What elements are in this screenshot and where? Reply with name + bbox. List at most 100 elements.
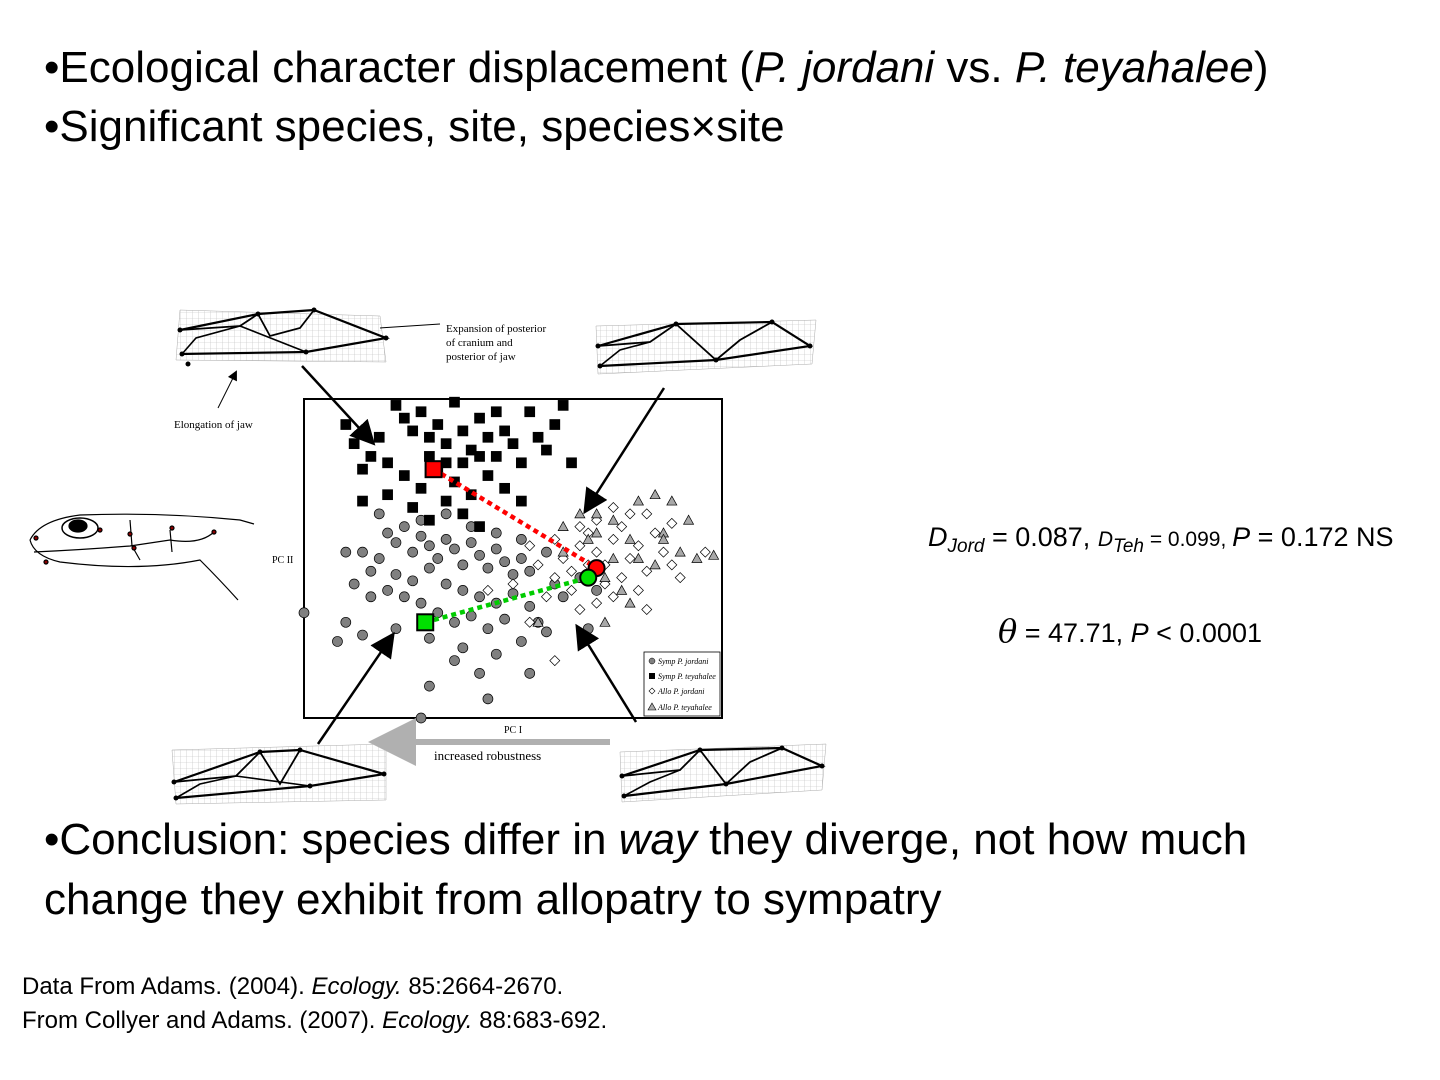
data-point-1-14 [507,438,519,450]
bullet-mark: • [44,102,60,151]
data-point-2-19 [574,521,586,533]
data-point-1-42 [348,438,360,450]
data-point-0-40 [348,578,360,590]
data-point-0-58 [516,534,527,545]
data-point-0-3 [407,546,419,558]
data-point-3-1 [574,508,586,519]
citation-text: Data From Adams. (2004). [22,973,312,1000]
deformation-grid-top-left [175,307,391,367]
trajectory-0 [432,467,598,570]
legend-label-allo-teyahalee: Allo P. teyahalee [657,703,712,712]
deformation-grid-bottom-right [619,743,827,803]
data-point-1-34 [407,502,419,513]
data-point-2-26 [641,508,653,520]
data-point-0-67 [582,623,594,635]
bullet-text: Conclusion: species differ in [59,815,619,864]
data-point-1-40 [357,495,368,507]
data-point-3-23 [591,508,603,519]
data-point-0-16 [516,553,527,564]
cranium-note-line-1: Expansion of posterior [446,323,547,335]
trajectory-lines [424,467,598,625]
data-point-2-5 [591,546,603,558]
mean-markers [416,460,606,632]
bullet-mark: • [44,43,60,92]
data-point-2-3 [574,540,586,552]
data-point-2-8 [616,521,628,533]
data-point-1-16 [524,406,536,418]
data-point-3-9 [691,552,703,563]
data-point-0-39 [365,591,377,603]
bullet-text-close: ) [1253,43,1269,92]
data-point-2-32 [549,655,561,667]
bullet-text-vs: vs. [934,43,1015,92]
data-point-1-22 [373,431,385,443]
data-point-0-48 [516,636,527,647]
data-point-1-6 [440,438,452,450]
salamander-head-drawing [29,513,255,601]
data-point-2-28 [607,501,619,513]
data-point-3-18 [532,616,544,627]
data-point-2-13 [657,546,669,558]
data-point-2-34 [507,578,519,590]
citation-journal: Ecology. [382,1007,473,1034]
data-point-0-63 [424,680,435,692]
theta-value: = 47.71, [1017,618,1131,648]
data-point-0-24 [440,578,452,590]
data-point-0-23 [424,562,435,574]
legend-swatch-allo-teyahalee [647,702,657,711]
data-point-1-3 [415,406,427,418]
data-point-3-15 [616,584,628,595]
data-point-1-38 [474,521,485,532]
data-point-2-7 [607,533,619,545]
angle-stats: θ = 47.71, P < 0.0001 [998,612,1262,650]
legend-swatch-symp-jordani [648,657,656,665]
data-point-2-9 [624,553,636,564]
data-point-1-2 [407,425,419,437]
p1-value: = 0.172 NS [1250,522,1394,552]
data-point-0-41 [340,616,352,628]
data-point-0-36 [415,597,427,609]
data-point-0-2 [398,521,410,532]
data-point-0-57 [490,527,502,539]
data-point-1-27 [415,482,427,494]
data-point-0-22 [407,575,419,587]
bullet-text-rest: they diverge, not how much change they e… [44,815,1248,924]
legend-swatch-allo-jordani [648,687,656,695]
data-point-0-46 [457,642,469,654]
data-point-0-43 [357,629,368,641]
mean-marker-5-0 [416,613,435,632]
robustness-label: increased robustness [434,748,541,763]
data-point-2-29 [666,517,678,529]
data-point-1-25 [382,457,393,469]
data-point-0-66 [298,607,310,619]
data-point-1-9 [465,444,477,456]
data-point-3-11 [632,495,644,506]
data-point-0-8 [449,543,460,555]
data-point-1-1 [398,412,410,424]
data-point-1-41 [340,419,352,430]
legend-label-symp-teyahalee: Symp P. teyahalee [658,672,716,681]
data-point-2-12 [649,527,661,539]
d-teh-subscript: Teh [1112,536,1144,558]
d-jord-subscript: Jord [947,536,985,558]
data-point-2-2 [566,565,578,577]
deformation-grid-bottom-left [171,743,387,805]
data-point-0-38 [382,585,393,596]
data-point-0-5 [424,540,435,552]
legend: Symp P. jordani Symp P. teyahalee Allo P… [643,651,721,717]
data-point-1-19 [549,419,561,430]
data-point-0-59 [541,546,552,558]
data-point-1-37 [457,508,469,520]
data-point-1-43 [490,406,502,418]
data-point-3-17 [599,616,611,627]
data-point-1-11 [482,431,494,443]
data-point-0-18 [373,553,385,564]
data-point-3-10 [708,549,720,560]
data-point-3-6 [649,559,661,570]
data-point-0-44 [390,623,402,635]
data-point-1-13 [499,425,510,437]
data-point-2-15 [607,591,619,603]
data-point-0-1 [390,537,402,548]
species-jordani: P. jordani [753,43,935,92]
